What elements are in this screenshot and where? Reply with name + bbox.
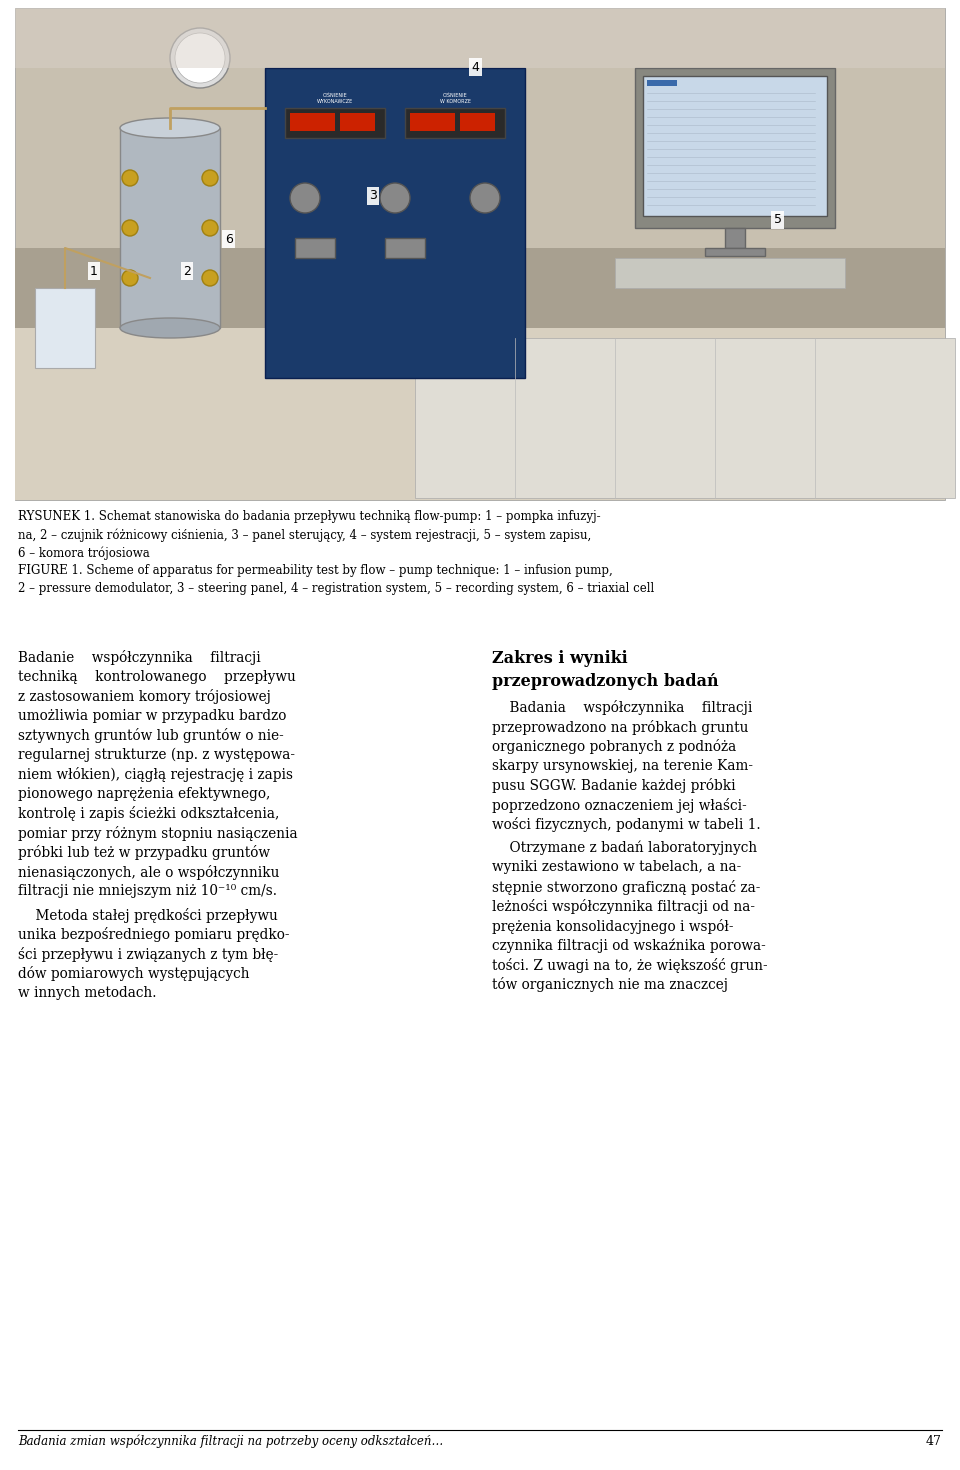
Text: organicznego pobranych z podnóża: organicznego pobranych z podnóża	[492, 739, 736, 754]
Text: z zastosowaniem komory trójosiowej: z zastosowaniem komory trójosiowej	[18, 689, 271, 704]
Text: dów pomiarowych występujących: dów pomiarowych występujących	[18, 966, 250, 980]
Text: Badania zmian współczynnika filtracji na potrzeby oceny odkształceń…: Badania zmian współczynnika filtracji na…	[18, 1435, 444, 1448]
Text: pusu SGGW. Badanie każdej próbki: pusu SGGW. Badanie każdej próbki	[492, 778, 735, 792]
Text: tości. Z uwagi na to, że większość grun-: tości. Z uwagi na to, że większość grun-	[492, 957, 768, 973]
Bar	[405, 107, 505, 138]
Text: Badania    współczynnika    filtracji: Badania współczynnika filtracji	[492, 700, 753, 714]
Text: 2 – pressure demodulator, 3 – steering panel, 4 – registration system, 5 – recor: 2 – pressure demodulator, 3 – steering p…	[18, 582, 655, 595]
Bar	[285, 107, 385, 138]
Text: przeprowadzono na próbkach gruntu: przeprowadzono na próbkach gruntu	[492, 719, 749, 735]
Text: CIŚNIENIE
WYKONAWCZE: CIŚNIENIE WYKONAWCZE	[317, 93, 353, 104]
Circle shape	[380, 182, 410, 213]
Circle shape	[202, 220, 218, 237]
Circle shape	[202, 270, 218, 287]
Circle shape	[290, 182, 320, 213]
Text: 1: 1	[90, 265, 98, 278]
Circle shape	[470, 182, 500, 213]
Text: Metoda stałej prędkości przepływu: Metoda stałej prędkości przepływu	[18, 907, 277, 923]
Text: tów organicznych nie ma znaczcej: tów organicznych nie ma znaczcej	[492, 978, 728, 992]
Text: RYSUNEK 1. Schemat stanowiska do badania przepływu techniką flow-pump: 1 – pompk: RYSUNEK 1. Schemat stanowiska do badania…	[18, 510, 601, 523]
Text: na, 2 – czujnik różnicowy ciśnienia, 3 – panel sterujący, 4 – system rejestracji: na, 2 – czujnik różnicowy ciśnienia, 3 –…	[18, 528, 591, 541]
Text: prężenia konsolidacyjnego i współ-: prężenia konsolidacyjnego i współ-	[492, 919, 733, 933]
Text: umożliwia pomiar w przypadku bardzo: umożliwia pomiar w przypadku bardzo	[18, 709, 286, 722]
Bar	[120, 128, 220, 328]
Circle shape	[122, 220, 138, 237]
Text: 47: 47	[926, 1435, 942, 1448]
Text: poprzedzono oznaczeniem jej właści-: poprzedzono oznaczeniem jej właści-	[492, 798, 747, 813]
Bar	[15, 7, 945, 500]
Text: Otrzymane z badań laboratoryjnych: Otrzymane z badań laboratoryjnych	[492, 841, 757, 856]
Bar	[15, 7, 945, 68]
Text: w innych metodach.: w innych metodach.	[18, 985, 156, 1000]
Ellipse shape	[120, 318, 220, 338]
Text: CIŚNIENIE
W KOMORZE: CIŚNIENIE W KOMORZE	[440, 93, 470, 104]
Bar	[615, 259, 845, 288]
Circle shape	[170, 28, 230, 88]
Bar	[265, 68, 525, 378]
Bar	[35, 288, 95, 368]
Text: 6 – komora trójosiowa: 6 – komora trójosiowa	[18, 545, 150, 560]
Bar	[460, 113, 495, 131]
Text: przeprowadzonych badań: przeprowadzonych badań	[492, 673, 719, 689]
Bar	[410, 113, 455, 131]
Ellipse shape	[120, 118, 220, 138]
Text: próbki lub też w przypadku gruntów: próbki lub też w przypadku gruntów	[18, 845, 270, 860]
Text: kontrolę i zapis ścieżki odkształcenia,: kontrolę i zapis ścieżki odkształcenia,	[18, 806, 279, 822]
Bar	[647, 79, 677, 87]
Text: unika bezpośredniego pomiaru prędko-: unika bezpośredniego pomiaru prędko-	[18, 928, 290, 942]
Text: stępnie stworzono graficzną postać za-: stępnie stworzono graficzną postać za-	[492, 879, 760, 895]
Bar	[415, 338, 955, 498]
Text: wyniki zestawiono w tabelach, a na-: wyniki zestawiono w tabelach, a na-	[492, 860, 741, 875]
Text: ści przepływu i związanych z tym błę-: ści przepływu i związanych z tym błę-	[18, 947, 278, 961]
Text: sztywnych gruntów lub gruntów o nie-: sztywnych gruntów lub gruntów o nie-	[18, 728, 284, 742]
Text: 3: 3	[369, 190, 377, 203]
Text: wości fizycznych, podanymi w tabeli 1.: wości fizycznych, podanymi w tabeli 1.	[492, 817, 760, 832]
Bar	[15, 248, 945, 328]
Text: Zakres i wyniki: Zakres i wyniki	[492, 650, 628, 667]
Bar	[725, 228, 745, 248]
Bar	[643, 76, 827, 216]
Bar	[340, 113, 375, 131]
Text: skarpy ursynowskiej, na terenie Kam-: skarpy ursynowskiej, na terenie Kam-	[492, 759, 753, 773]
Text: 6: 6	[225, 232, 233, 245]
Bar	[290, 113, 335, 131]
Text: 2: 2	[183, 265, 191, 278]
Text: Badanie    współczynnika    filtracji: Badanie współczynnika filtracji	[18, 650, 261, 664]
Bar	[385, 238, 425, 259]
Text: 4: 4	[471, 60, 479, 74]
Circle shape	[175, 32, 225, 82]
Text: FIGURE 1. Scheme of apparatus for permeability test by flow – pump technique: 1 : FIGURE 1. Scheme of apparatus for permea…	[18, 564, 612, 578]
Text: filtracji nie mniejszym niż 10⁻¹⁰ cm/s.: filtracji nie mniejszym niż 10⁻¹⁰ cm/s.	[18, 883, 277, 898]
Text: pionowego naprężenia efektywnego,: pionowego naprężenia efektywnego,	[18, 786, 271, 801]
Text: techniką    kontrolowanego    przepływu: techniką kontrolowanego przepływu	[18, 669, 296, 684]
Bar	[705, 248, 765, 256]
Bar	[635, 68, 835, 228]
Circle shape	[202, 171, 218, 187]
Text: czynnika filtracji od wskaźnika porowa-: czynnika filtracji od wskaźnika porowa-	[492, 938, 766, 953]
Bar	[15, 328, 945, 500]
Text: 5: 5	[774, 213, 781, 226]
Bar	[295, 238, 335, 259]
Circle shape	[122, 171, 138, 187]
Text: nienasiączonych, ale o współczynniku: nienasiączonych, ale o współczynniku	[18, 864, 279, 879]
Text: niem włókien), ciągłą rejestrację i zapis: niem włókien), ciągłą rejestrację i zapi…	[18, 767, 293, 782]
Text: regularnej strukturze (np. z występowa-: regularnej strukturze (np. z występowa-	[18, 748, 295, 761]
Circle shape	[122, 270, 138, 287]
Text: leżności współczynnika filtracji od na-: leżności współczynnika filtracji od na-	[492, 900, 755, 914]
Text: pomiar przy różnym stopniu nasiączenia: pomiar przy różnym stopniu nasiączenia	[18, 826, 298, 841]
